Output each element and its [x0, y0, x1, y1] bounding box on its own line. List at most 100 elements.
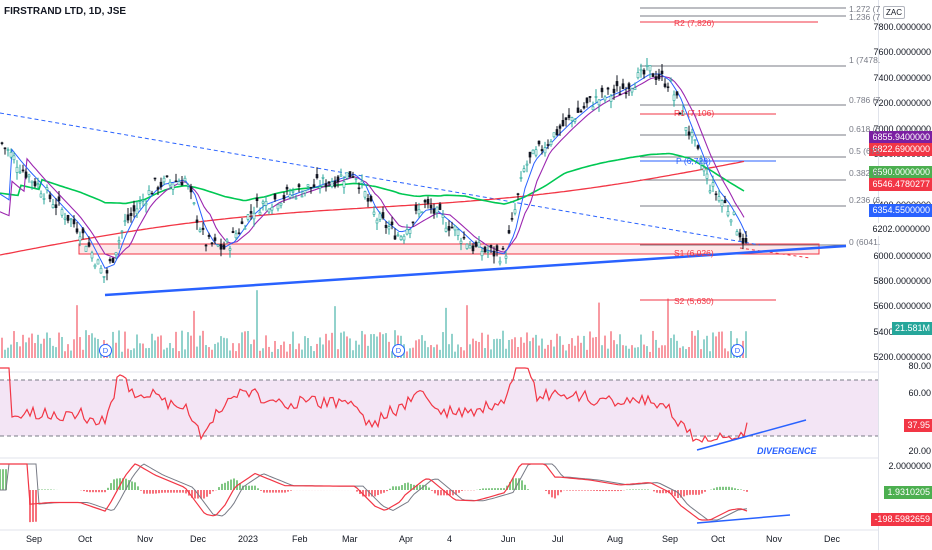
candle-body — [699, 161, 703, 166]
volume-bar — [661, 345, 663, 358]
volume-bar — [505, 348, 507, 358]
candle-body — [336, 176, 340, 183]
volume-bar — [508, 340, 510, 358]
price-tick: 7200.0000000 — [873, 98, 931, 109]
volume-bar — [328, 340, 330, 358]
ma-purple-line — [0, 75, 745, 260]
ma-red-badge: 6546.4780277 — [869, 178, 932, 191]
candle-body — [267, 208, 271, 213]
volume-bar — [61, 336, 63, 358]
volume-bar — [199, 335, 201, 358]
currency-label[interactable]: ZAC — [883, 6, 905, 19]
volume-bar — [46, 332, 48, 358]
volume-bar — [577, 335, 579, 358]
volume-bar — [463, 350, 465, 358]
candle-body — [450, 226, 454, 229]
macd-histogram-bar — [560, 490, 562, 493]
volume-bar — [589, 331, 591, 358]
volume-bar — [85, 330, 87, 358]
price-axis[interactable]: ZAC 7800.0000000 7600.0000000 7400.0000000… — [869, 0, 932, 550]
volume-bar — [286, 351, 288, 358]
volume-bar — [322, 344, 324, 358]
candle-body — [354, 178, 358, 180]
volume-bar — [532, 337, 534, 358]
candle-body — [729, 219, 733, 223]
macd-histogram-bar — [275, 490, 277, 493]
dividend-marker-2[interactable]: D — [392, 344, 405, 357]
candle-body — [513, 209, 517, 214]
candle-body — [231, 231, 235, 233]
candle-body — [630, 88, 634, 93]
macd-histogram-bar — [47, 489, 49, 490]
volume-bar — [67, 344, 69, 358]
macd-histogram-bar — [284, 490, 286, 493]
candle-body — [12, 155, 16, 161]
ma-red-line — [0, 160, 745, 256]
macd-histogram-bar — [635, 489, 637, 490]
volume-bar — [427, 347, 429, 358]
volume-bar — [598, 302, 600, 358]
macd-histogram-bar — [5, 469, 7, 490]
volume-bar — [55, 347, 57, 358]
macd-histogram-bar — [191, 490, 193, 498]
symbol-title[interactable]: FIRSTRAND LTD, 1D, JSE — [4, 6, 127, 17]
macd-histogram-bar — [545, 490, 547, 491]
volume-bar — [145, 348, 147, 358]
volume-bar — [619, 334, 621, 358]
macd-histogram-bar — [401, 485, 403, 490]
macd-histogram-bar — [596, 490, 598, 492]
candle-body — [243, 228, 247, 230]
volume-bar — [112, 331, 114, 358]
macd-histogram-bar — [404, 483, 406, 490]
dividend-marker-3[interactable]: D — [731, 344, 744, 357]
candle-body — [99, 267, 103, 274]
volume-bar — [31, 333, 33, 358]
candle-body — [414, 204, 418, 211]
time-axis-label: Apr — [399, 534, 414, 544]
rsi-tick-20: 20.00 — [908, 446, 931, 456]
macd-histogram-bar — [500, 488, 502, 490]
volume-bar — [652, 330, 654, 358]
candle-body — [429, 204, 433, 209]
macd-histogram-bar — [632, 489, 634, 490]
macd-histogram-bar — [113, 479, 115, 490]
candle-body — [735, 231, 739, 236]
volume-bar — [319, 337, 321, 358]
candle-body — [477, 241, 481, 248]
macd-histogram-bar — [374, 490, 376, 497]
volume-bar — [196, 346, 198, 358]
volume-bar — [418, 339, 420, 358]
candle-body — [732, 211, 736, 215]
volume-bar — [178, 351, 180, 358]
macd-histogram-bar — [248, 485, 250, 490]
macd-histogram-bar — [44, 489, 46, 490]
candle-body — [333, 180, 337, 187]
macd-histogram-bar — [389, 488, 391, 490]
time-axis-label: Sep — [662, 534, 679, 544]
descending-trendline — [0, 112, 761, 246]
candle-body — [126, 214, 130, 221]
candle-body — [579, 110, 583, 113]
candle-body — [84, 245, 88, 252]
candle-body — [81, 228, 85, 234]
macd-histogram-bar — [143, 490, 145, 494]
ma-blue-line — [0, 73, 748, 269]
dividend-marker-1[interactable]: D — [99, 344, 112, 357]
macd-histogram-bar — [233, 478, 235, 490]
volume-bar — [379, 332, 381, 358]
candle-body — [240, 221, 244, 224]
macd-histogram-bar — [158, 490, 160, 494]
macd-histogram-bar — [395, 486, 397, 490]
volume-bar — [148, 347, 150, 358]
candle-body — [219, 244, 223, 250]
candle-body — [306, 184, 310, 187]
candle-body — [558, 125, 562, 129]
macd-histogram-bar — [602, 490, 604, 492]
volume-bar — [211, 349, 213, 358]
volume-bar — [364, 334, 366, 358]
macd-histogram-bar — [38, 489, 40, 490]
macd-histogram-bar — [704, 490, 706, 492]
candle-body — [405, 229, 409, 235]
volume-bar — [655, 339, 657, 358]
